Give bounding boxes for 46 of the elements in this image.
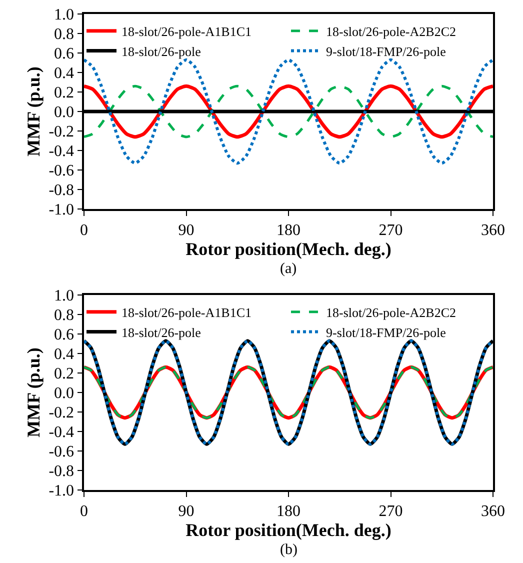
y-tick-label: -0.6 bbox=[48, 444, 74, 461]
y-axis-title: MMF (p.u.) bbox=[23, 348, 44, 438]
y-tick-label: 0.6 bbox=[54, 46, 74, 63]
y-tick-label: 1.0 bbox=[54, 6, 74, 24]
y-tick-label: 0.4 bbox=[54, 346, 74, 364]
legend-label: 18-slot/26-pole-A2B2C2 bbox=[326, 304, 456, 320]
y-tick-label: 0.0 bbox=[54, 385, 74, 402]
x-tick-label: 360 bbox=[481, 222, 505, 239]
x-tick-label: 0 bbox=[80, 222, 88, 239]
x-tick-label: 180 bbox=[276, 222, 300, 239]
y-tick-label: 0.0 bbox=[54, 104, 74, 122]
legend-label: 18-slot/26-pole-A1B1C1 bbox=[122, 24, 252, 39]
y-tick-label: -0.6 bbox=[48, 162, 74, 180]
text: (b) bbox=[280, 542, 298, 558]
x-tick-label: 360 bbox=[481, 502, 505, 520]
legend-label: 18-slot/26-pole-A1B1C1 bbox=[122, 304, 252, 320]
y-tick-label: 0.4 bbox=[54, 65, 74, 82]
y-tick-label: -0.2 bbox=[48, 124, 74, 141]
legend-label: 18-slot/26-pole bbox=[122, 324, 202, 340]
x-tick-label: 90 bbox=[178, 222, 194, 239]
y-tick-label: 0.8 bbox=[54, 307, 74, 324]
y-axis-title: MMF (p.u.) bbox=[23, 66, 44, 156]
x-axis-title: Rotor position(Mech. deg.) bbox=[186, 238, 392, 259]
legend-label: 9-slot/18-FMP/26-pole bbox=[326, 324, 446, 340]
legend-label: 18-slot/26-pole-A2B2C2 bbox=[326, 24, 456, 39]
x-tick-label: 180 bbox=[276, 502, 300, 520]
legend-label: 9-slot/18-FMP/26-pole bbox=[326, 44, 446, 59]
text: (a) bbox=[280, 261, 297, 277]
y-tick-label: -0.8 bbox=[48, 182, 74, 200]
x-axis-title: Rotor position(Mech. deg.) bbox=[186, 520, 392, 540]
x-tick-label: 90 bbox=[178, 502, 194, 520]
legend-label: 18-slot/26-pole bbox=[122, 44, 202, 59]
x-tick-label: 0 bbox=[80, 502, 88, 520]
y-tick-label: -1.0 bbox=[48, 202, 74, 219]
y-tick-label: -0.4 bbox=[48, 424, 74, 442]
y-tick-label: 0.2 bbox=[54, 366, 74, 383]
y-tick-label: -1.0 bbox=[48, 482, 74, 500]
x-tick-label: 270 bbox=[378, 222, 403, 239]
y-tick-label: -0.2 bbox=[48, 404, 74, 422]
y-tick-label: 0.6 bbox=[54, 326, 74, 344]
y-tick-label: 1.0 bbox=[54, 288, 74, 305]
y-tick-label: -0.4 bbox=[48, 143, 74, 160]
y-tick-label: -0.8 bbox=[48, 463, 74, 480]
y-tick-label: 0.8 bbox=[54, 26, 74, 44]
x-tick-label: 270 bbox=[378, 502, 403, 520]
y-tick-label: 0.2 bbox=[54, 84, 74, 102]
